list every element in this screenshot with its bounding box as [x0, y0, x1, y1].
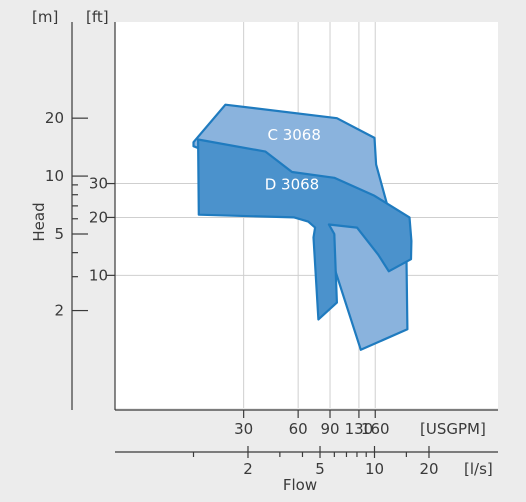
- x-tick-label-ls-20: 20: [419, 460, 438, 478]
- y-unit-ft: [ft]: [86, 8, 109, 26]
- region-label-c-3068: C 3068: [267, 126, 320, 144]
- x-tick-label-usgpm-160: 160: [361, 420, 390, 438]
- y-axis-label: Head: [30, 202, 48, 241]
- y-tick-label-ft-30: 30: [89, 175, 108, 193]
- x-tick-label-ls-5: 5: [315, 460, 325, 478]
- x-tick-label-usgpm-60: 60: [289, 420, 308, 438]
- x-unit-usgpm: [USGPM]: [420, 420, 486, 438]
- region-d-3068: [197, 138, 413, 321]
- y-tick-label-m-10: 10: [45, 167, 64, 185]
- x-tick-label-ls-10: 10: [365, 460, 384, 478]
- y-tick-label-ft-10: 10: [89, 266, 108, 284]
- y-tick-label-m-5: 5: [54, 225, 64, 243]
- x-tick-label-ls-2: 2: [243, 460, 253, 478]
- y-tick-label-m-20: 20: [45, 109, 64, 127]
- x-tick-label-usgpm-130: 130: [345, 420, 374, 438]
- y-tick-label-m-2: 2: [54, 302, 64, 320]
- region-label-d-3068: D 3068: [265, 176, 320, 194]
- x-unit-ls: [l/s]: [464, 460, 493, 478]
- x-tick-label-usgpm-90: 90: [320, 420, 339, 438]
- y-unit-m: [m]: [32, 8, 58, 26]
- operating-regions: C 3068 D 3068: [192, 103, 413, 351]
- y-tick-label-ft-20: 20: [89, 208, 108, 226]
- x-axis-label: Flow: [283, 476, 317, 494]
- x-tick-label-usgpm-30: 30: [234, 420, 253, 438]
